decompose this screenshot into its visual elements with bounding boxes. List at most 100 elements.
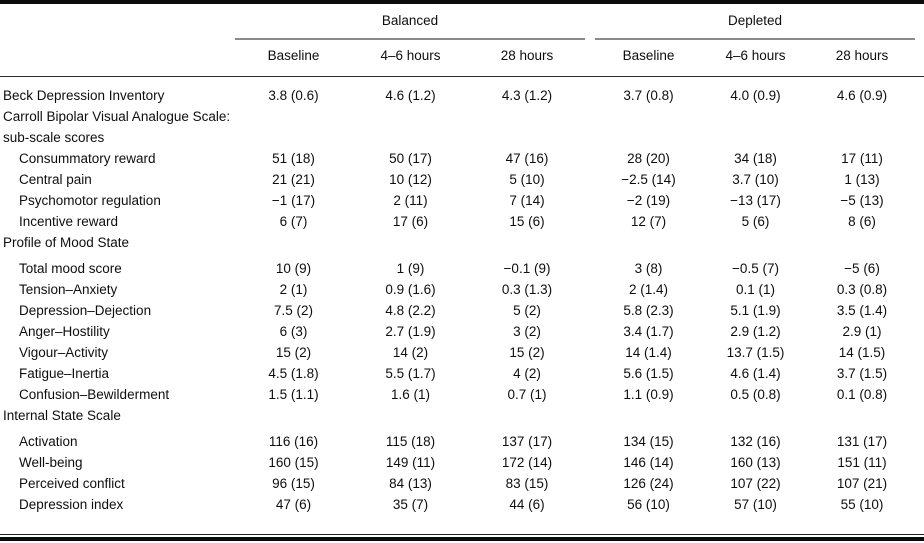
- cell-depleted-4-6-hours: −13 (17): [730, 193, 781, 208]
- cell-depleted-4-6-hours: 5.1 (1.9): [730, 303, 781, 318]
- cell-depleted-28-hours: [809, 106, 915, 127]
- cell-depleted-baseline: 126 (24): [623, 476, 674, 491]
- table-row: Incentive reward 6 (7) 17 (6) 15 (6) 12 …: [0, 211, 924, 232]
- table-row: Tension–Anxiety 2 (1) 0.9 (1.6) 0.3 (1.3…: [0, 279, 924, 300]
- row-label: Vigour–Activity: [19, 345, 109, 360]
- column-gap: [585, 77, 595, 107]
- cell-depleted-28-hours: 151 (11): [837, 455, 887, 470]
- table-row: Psychomotor regulation −1 (17) 2 (11) 7 …: [0, 190, 924, 211]
- cell-balanced-4-6-hours: 50 (17): [389, 151, 432, 166]
- col-header-depleted-baseline: Baseline: [595, 39, 702, 77]
- cell-balanced-4-6-hours: 149 (11): [385, 455, 436, 470]
- row-label: Carroll Bipolar Visual Analogue Scale:: [3, 109, 231, 124]
- right-margin: [915, 473, 924, 494]
- cell-depleted-28-hours: 131 (17): [836, 434, 888, 449]
- cell-balanced-4-6-hours: 17 (6): [392, 214, 429, 229]
- col-header-balanced-4-6-hours: 4–6 hours: [352, 39, 469, 77]
- cell-balanced-4-6-hours: 1.6 (1): [390, 387, 431, 402]
- cell-balanced-4-6-hours: [352, 232, 469, 253]
- right-margin: [915, 321, 924, 342]
- right-margin: [915, 384, 924, 405]
- results-table: Balanced Depleted Baseline 4–6 hours 28 …: [0, 4, 924, 515]
- column-gap: [585, 494, 595, 515]
- cell-depleted-baseline: [595, 127, 702, 148]
- column-gap: [585, 106, 595, 127]
- stub-cell: [0, 39, 235, 77]
- right-margin: [915, 363, 924, 384]
- cell-balanced-baseline: 7.5 (2): [273, 303, 314, 318]
- column-gap: [585, 190, 595, 211]
- right-margin: [915, 300, 924, 321]
- cell-balanced-28-hours: 83 (15): [505, 476, 549, 491]
- cell-depleted-28-hours: −5 (6): [844, 261, 880, 276]
- table-row: Activation 116 (16) 115 (18) 137 (17) 13…: [0, 426, 924, 452]
- cell-depleted-4-6-hours: [702, 106, 809, 127]
- cell-depleted-4-6-hours: 0.5 (0.8): [730, 387, 781, 402]
- cell-depleted-baseline: 146 (14): [623, 455, 674, 470]
- cell-balanced-4-6-hours: 4.6 (1.2): [385, 88, 436, 103]
- cell-balanced-28-hours: 5 (2): [513, 303, 541, 318]
- right-margin: [915, 426, 924, 452]
- column-gap: [585, 169, 595, 190]
- cell-depleted-4-6-hours: 2.9 (1.2): [730, 324, 781, 339]
- row-label: Internal State Scale: [3, 408, 121, 423]
- cell-depleted-28-hours: 2.9 (1): [842, 324, 882, 339]
- cell-depleted-28-hours: 3.5 (1.4): [836, 303, 888, 318]
- bottom-rule-thin: [0, 534, 924, 535]
- cell-balanced-28-hours: 15 (2): [509, 345, 545, 360]
- cell-balanced-28-hours: [469, 232, 585, 253]
- cell-balanced-4-6-hours: 0.9 (1.6): [385, 282, 436, 297]
- cell-balanced-baseline: 21 (21): [272, 172, 315, 187]
- column-gap: [585, 148, 595, 169]
- cell-depleted-4-6-hours: 5 (6): [741, 214, 770, 229]
- table-row: Depression index 47 (6) 35 (7) 44 (6) 56…: [0, 494, 924, 515]
- right-margin: [915, 106, 924, 127]
- stub-cell: [0, 4, 235, 39]
- right-margin: [915, 148, 924, 169]
- column-gap: [585, 342, 595, 363]
- cell-balanced-4-6-hours: 2.7 (1.9): [385, 324, 436, 339]
- row-label: Well-being: [19, 455, 83, 470]
- right-margin: [915, 405, 924, 426]
- table-row: Well-being 160 (15) 149 (11) 172 (14) 14…: [0, 452, 924, 473]
- cell-balanced-28-hours: 5 (10): [509, 172, 545, 187]
- column-gap: [585, 253, 595, 279]
- cell-depleted-4-6-hours: 4.0 (0.9): [730, 88, 781, 103]
- col-header-balanced-baseline: Baseline: [235, 39, 352, 77]
- row-label: Depression–Dejection: [19, 303, 152, 318]
- group-header-depleted: Depleted: [595, 4, 915, 40]
- table-row: Carroll Bipolar Visual Analogue Scale:: [0, 106, 924, 127]
- cell-depleted-4-6-hours: [702, 232, 809, 253]
- row-label: Consummatory reward: [19, 151, 156, 166]
- cell-depleted-4-6-hours: 132 (16): [730, 434, 781, 449]
- cell-balanced-baseline: 6 (7): [279, 214, 308, 229]
- right-margin: [915, 39, 924, 77]
- column-gap: [585, 211, 595, 232]
- cell-depleted-baseline: 56 (10): [627, 497, 670, 512]
- table-body: Beck Depression Inventory 3.8 (0.6) 4.6 …: [0, 77, 924, 516]
- cell-depleted-28-hours: 8 (6): [848, 214, 876, 229]
- table-row: Perceived conflict 96 (15) 84 (13) 83 (1…: [0, 473, 924, 494]
- table-row: Vigour–Activity 15 (2) 14 (2) 15 (2) 14 …: [0, 342, 924, 363]
- cell-balanced-baseline: −1 (17): [271, 193, 316, 208]
- cell-depleted-baseline: 3 (8): [634, 261, 663, 276]
- cell-balanced-28-hours: −0.1 (9): [503, 261, 551, 276]
- cell-depleted-28-hours: 14 (1.5): [838, 345, 886, 360]
- cell-balanced-4-6-hours: 5.5 (1.7): [385, 366, 436, 381]
- column-gap: [585, 473, 595, 494]
- cell-depleted-baseline: 3.7 (0.8): [623, 88, 674, 103]
- cell-depleted-28-hours: 3.7 (1.5): [836, 366, 888, 381]
- right-margin: [915, 4, 924, 39]
- column-gap: [585, 232, 595, 253]
- table-row: Confusion–Bewilderment 1.5 (1.1) 1.6 (1)…: [0, 384, 924, 405]
- group-header-balanced: Balanced: [235, 4, 585, 40]
- cell-balanced-baseline: 96 (15): [272, 476, 315, 491]
- right-margin: [915, 190, 924, 211]
- column-gap: [585, 452, 595, 473]
- row-label: sub-scale scores: [3, 130, 105, 145]
- col-header-balanced-28-hours: 28 hours: [469, 39, 585, 77]
- table-row: Total mood score 10 (9) 1 (9) −0.1 (9) 3…: [0, 253, 924, 279]
- row-label: Anger–Hostility: [19, 324, 110, 339]
- cell-depleted-28-hours: 4.6 (0.9): [836, 88, 888, 103]
